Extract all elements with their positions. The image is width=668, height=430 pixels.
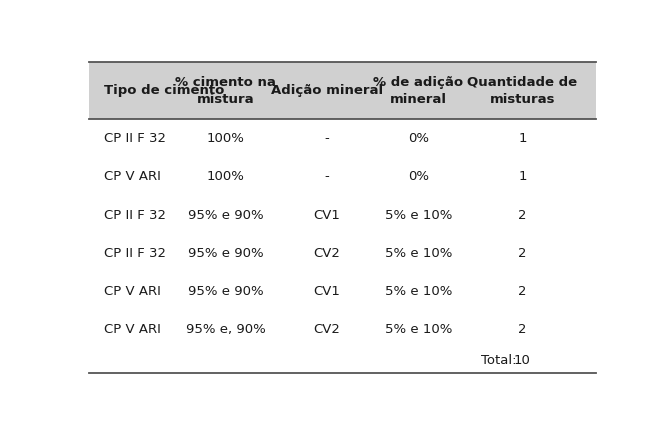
Text: CP II F 32: CP II F 32 xyxy=(104,247,166,260)
Text: 5% e 10%: 5% e 10% xyxy=(385,247,452,260)
Text: Total:: Total: xyxy=(481,354,516,367)
Text: 2: 2 xyxy=(518,247,526,260)
Text: 100%: 100% xyxy=(206,132,244,145)
Text: 10: 10 xyxy=(514,354,531,367)
Text: 2: 2 xyxy=(518,323,526,336)
Text: CP V ARI: CP V ARI xyxy=(104,285,161,298)
Bar xyxy=(89,61,596,120)
Text: CV1: CV1 xyxy=(314,285,341,298)
Text: 2: 2 xyxy=(518,209,526,221)
Text: CP V ARI: CP V ARI xyxy=(104,323,161,336)
Text: 95% e 90%: 95% e 90% xyxy=(188,285,263,298)
Text: CV1: CV1 xyxy=(314,209,341,221)
Text: 5% e 10%: 5% e 10% xyxy=(385,323,452,336)
Text: 1: 1 xyxy=(518,132,526,145)
Text: CP II F 32: CP II F 32 xyxy=(104,209,166,221)
Text: 0%: 0% xyxy=(408,132,429,145)
Text: CP II F 32: CP II F 32 xyxy=(104,132,166,145)
Text: 5% e 10%: 5% e 10% xyxy=(385,209,452,221)
Text: 1: 1 xyxy=(518,170,526,183)
Text: CP V ARI: CP V ARI xyxy=(104,170,161,183)
Text: 95% e, 90%: 95% e, 90% xyxy=(186,323,266,336)
Text: 5% e 10%: 5% e 10% xyxy=(385,285,452,298)
Text: Tipo de cimento: Tipo de cimento xyxy=(104,84,224,97)
Text: -: - xyxy=(325,132,329,145)
Text: % de adição
mineral: % de adição mineral xyxy=(373,76,464,105)
Text: -: - xyxy=(325,170,329,183)
Text: Quantidade de
misturas: Quantidade de misturas xyxy=(468,76,578,105)
Text: 95% e 90%: 95% e 90% xyxy=(188,247,263,260)
Text: CV2: CV2 xyxy=(314,323,341,336)
Text: 0%: 0% xyxy=(408,170,429,183)
Text: % cimento na
mistura: % cimento na mistura xyxy=(175,76,276,105)
Text: 2: 2 xyxy=(518,285,526,298)
Text: CV2: CV2 xyxy=(314,247,341,260)
Text: 95% e 90%: 95% e 90% xyxy=(188,209,263,221)
Text: Adição mineral: Adição mineral xyxy=(271,84,383,97)
Text: 100%: 100% xyxy=(206,170,244,183)
